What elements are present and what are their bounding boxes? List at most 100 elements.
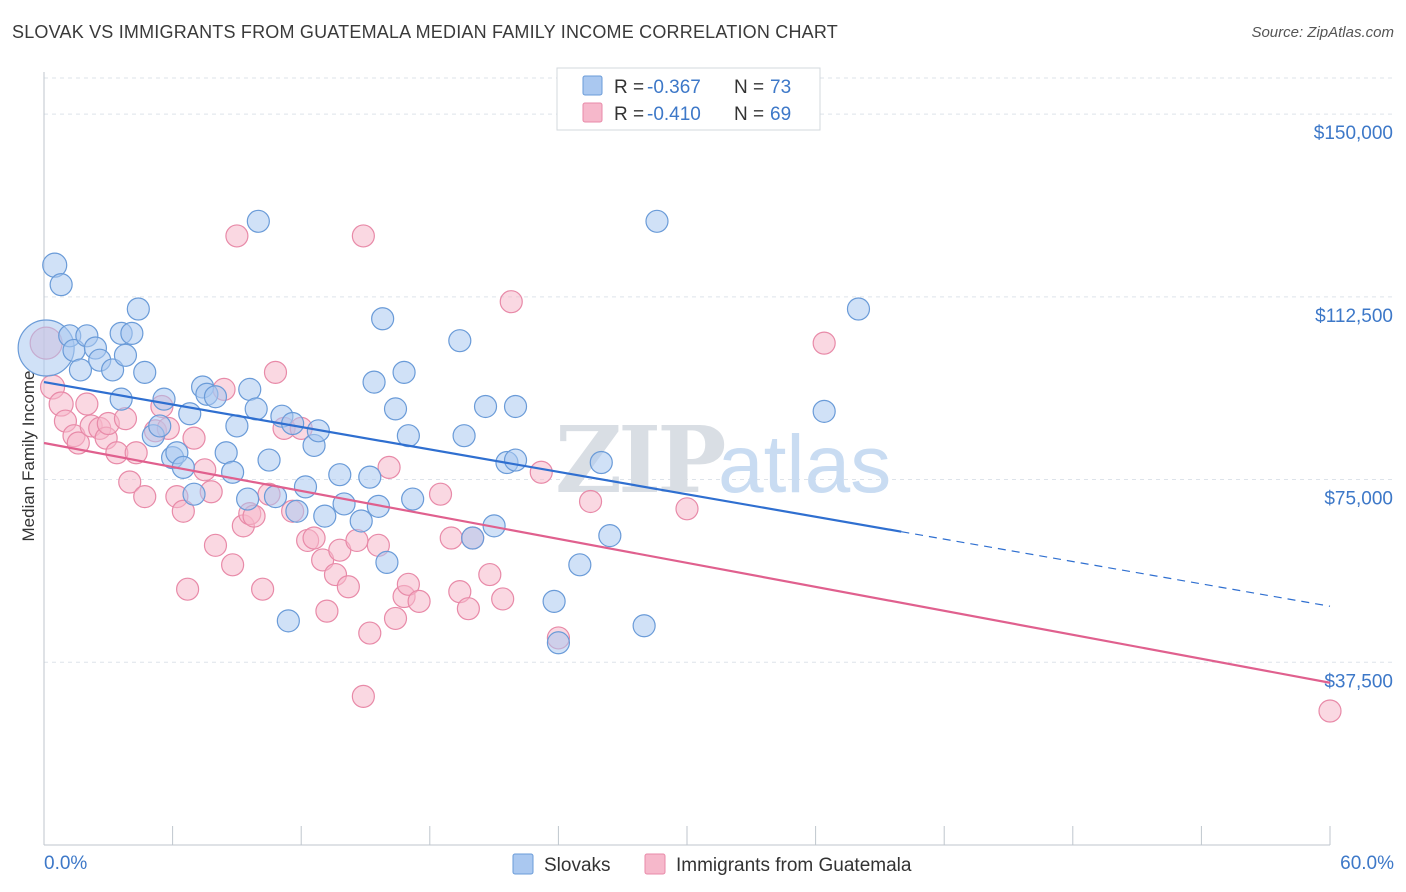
grid-lines (44, 77, 1394, 663)
legend-r-value-1: -0.367 (647, 77, 701, 98)
guatemala-point (118, 470, 142, 494)
x-tick-label-min: 0.0% (44, 853, 87, 874)
series-slovaks-points (17, 209, 871, 655)
slovaks-point (452, 424, 476, 448)
slovaks-point (285, 499, 309, 523)
slovaks-point (133, 360, 157, 384)
slovaks-point (182, 482, 206, 506)
watermark-atlas: atlas (718, 419, 891, 510)
trend-line-slovaks (43, 381, 902, 533)
slovaks-point (113, 343, 138, 367)
source-label: Source: ZipAtlas.com (1251, 24, 1394, 41)
slovaks-point (214, 441, 238, 465)
guatemala-point (336, 575, 360, 599)
y-tick-label: $75,000 (1324, 489, 1393, 510)
guatemala-point (345, 528, 369, 553)
slovaks-point (68, 358, 93, 382)
x-tick-marks (43, 826, 1331, 845)
slovaks-point (503, 394, 528, 419)
slovaks-point (313, 504, 337, 528)
legend-swatch-guatemala (582, 102, 603, 123)
bottom-legend-label-slovaks: Slovaks (544, 855, 611, 876)
slovaks-point (546, 631, 571, 655)
guatemala-point (396, 572, 420, 596)
x-tick-label-max: 60.0% (1340, 853, 1394, 874)
guatemala-point (383, 606, 408, 631)
slovaks-point (392, 360, 416, 384)
slovaks-point (109, 387, 133, 411)
trend-lines (43, 381, 1331, 684)
guatemala-point (428, 482, 453, 506)
slovaks-point (503, 448, 528, 472)
slovaks-point (276, 609, 300, 633)
slovaks-point (244, 397, 268, 421)
slovaks-point (375, 550, 399, 574)
guatemala-point (407, 589, 431, 613)
legend-n-label-1: N = (734, 77, 764, 98)
slovaks-point (100, 358, 125, 382)
slovaks-point (542, 589, 566, 613)
guatemala-point (358, 621, 382, 645)
slovaks-point (148, 414, 172, 438)
slovaks-point (568, 553, 592, 577)
guatemala-point (133, 485, 157, 509)
slovaks-point (598, 523, 622, 548)
y-tick-label: $112,500 (1315, 306, 1393, 327)
guatemala-point (171, 499, 195, 523)
slovaks-point (257, 448, 281, 472)
legend-r-value-2: -0.410 (647, 104, 701, 125)
guatemala-point (439, 526, 463, 550)
correlation-legend: R = -0.367 N = 73 R = -0.410 N = 69 (556, 67, 821, 131)
slovaks-point (371, 307, 395, 331)
y-tick-label: $150,000 (1314, 123, 1393, 144)
slovaks-point (293, 475, 318, 499)
slovaks-point (632, 614, 656, 638)
guatemala-point (221, 553, 245, 577)
series-legend: Slovaks Immigrants from Guatemala (512, 853, 912, 876)
guatemala-point (491, 587, 515, 611)
y-tick-label: $37,500 (1324, 671, 1393, 692)
guatemala-point (578, 489, 603, 514)
guatemala-point (302, 526, 326, 550)
slovaks-point (448, 329, 472, 353)
legend-n-value-1: 73 (770, 77, 791, 98)
y-tick-labels: $37,500 $75,000 $112,500 $150,000 (1314, 123, 1393, 692)
guatemala-point (251, 577, 275, 601)
slovaks-point (401, 487, 425, 511)
slovaks-point (383, 397, 408, 421)
slovaks-point (328, 463, 352, 487)
bottom-legend-swatch-guatemala (644, 853, 666, 875)
slovaks-point (246, 209, 270, 233)
legend-swatch-slovaks (582, 75, 603, 96)
legend-n-value-2: 69 (770, 104, 791, 125)
bottom-legend-swatch-slovaks (512, 853, 534, 875)
guatemala-point (1318, 699, 1342, 723)
guatemala-point (377, 455, 401, 479)
legend-r-label-2: R = (614, 104, 644, 125)
guatemala-point (812, 331, 836, 355)
guatemala-point (529, 460, 553, 484)
slovaks-point (263, 485, 288, 509)
slovaks-point (152, 387, 176, 411)
guatemala-point (225, 224, 249, 248)
slovaks-point (362, 370, 386, 394)
guatemala-point (315, 599, 339, 623)
watermark: ZIP atlas (555, 406, 891, 514)
slovaks-point (126, 297, 150, 321)
legend-r-label-1: R = (614, 77, 644, 98)
slovaks-point (645, 209, 669, 233)
guatemala-point (478, 562, 502, 587)
slovaks-point (473, 394, 498, 419)
slovaks-point (589, 450, 613, 475)
slovaks-point (120, 321, 144, 345)
y-axis-label: Median Family Income (19, 370, 38, 541)
legend-n-label-2: N = (734, 104, 764, 125)
guatemala-point (351, 684, 375, 708)
slovaks-point (203, 385, 228, 409)
guatemala-point (75, 392, 99, 416)
bottom-legend-label-guatemala: Immigrants from Guatemala (676, 855, 912, 876)
guatemala-point (182, 426, 206, 450)
slovaks-point (358, 465, 382, 489)
guatemala-point (193, 458, 217, 482)
